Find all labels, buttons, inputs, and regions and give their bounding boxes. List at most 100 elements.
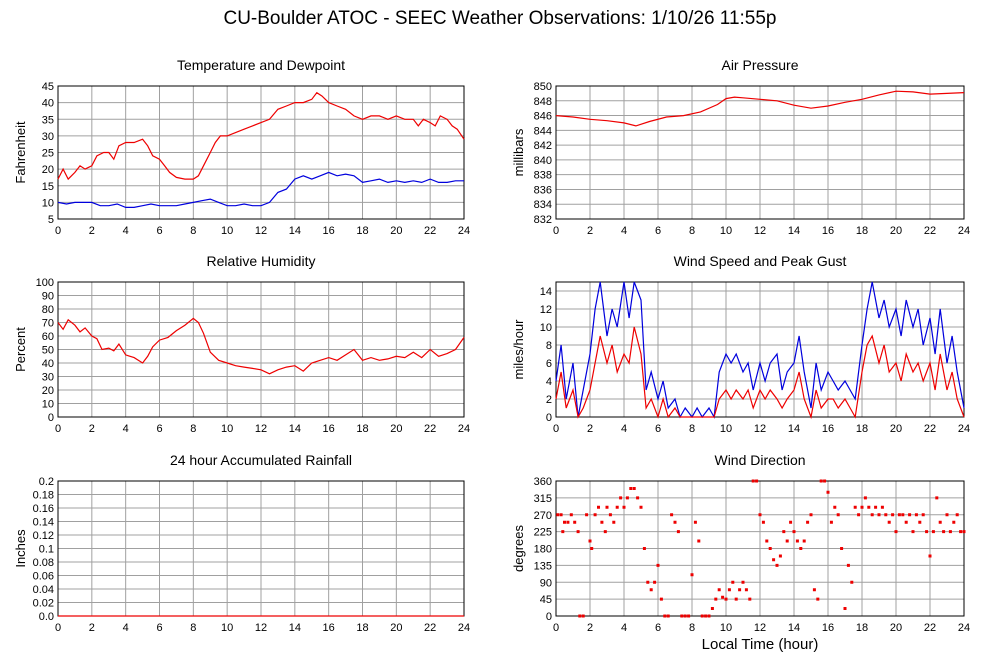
x-tick-label: 24 bbox=[458, 423, 470, 435]
data-point bbox=[778, 554, 782, 558]
x-tick-label: 2 bbox=[587, 225, 593, 237]
y-tick-label: 6 bbox=[546, 358, 552, 370]
data-point bbox=[566, 520, 570, 524]
data-point bbox=[952, 520, 956, 524]
data-point bbox=[573, 520, 577, 524]
data-point bbox=[666, 614, 670, 618]
y-tick-label: 70 bbox=[42, 318, 54, 330]
y-axis-label: Fahrenheit bbox=[13, 121, 28, 184]
y-tick-label: 45 bbox=[42, 81, 54, 93]
data-point bbox=[819, 479, 823, 483]
data-point bbox=[642, 547, 646, 550]
x-tick-label: 20 bbox=[890, 225, 902, 237]
series-line-blue bbox=[555, 281, 965, 419]
x-tick-label: 20 bbox=[890, 622, 902, 634]
x-tick-label: 14 bbox=[289, 225, 301, 237]
x-tick-label: 4 bbox=[123, 622, 129, 634]
y-tick-label: 0 bbox=[546, 412, 552, 424]
data-point bbox=[559, 513, 563, 517]
data-point bbox=[955, 513, 959, 517]
x-axis-label: Local Time (hour) bbox=[701, 636, 819, 653]
data-point bbox=[959, 530, 963, 534]
data-point bbox=[646, 580, 650, 584]
data-point bbox=[690, 573, 694, 577]
plot-frame bbox=[555, 281, 965, 418]
data-point bbox=[867, 505, 871, 509]
data-point bbox=[850, 580, 854, 584]
y-tick-label: 840 bbox=[534, 155, 552, 167]
data-point bbox=[863, 496, 867, 500]
data-point bbox=[714, 597, 718, 601]
data-point bbox=[748, 597, 752, 601]
data-point bbox=[880, 505, 884, 509]
y-tick-label: 225 bbox=[534, 527, 552, 539]
x-tick-label: 24 bbox=[458, 225, 470, 237]
y-tick-label: 844 bbox=[534, 125, 552, 137]
y-tick-label: 20 bbox=[42, 385, 54, 397]
y-tick-label: 80 bbox=[42, 304, 54, 316]
data-point bbox=[809, 513, 813, 517]
data-point bbox=[925, 530, 929, 534]
y-tick-label: 846 bbox=[534, 111, 552, 123]
x-tick-label: 10 bbox=[720, 622, 732, 634]
x-tick-label: 16 bbox=[323, 622, 335, 634]
chart-title: Air Pressure bbox=[721, 57, 798, 73]
y-tick-label: 45 bbox=[540, 594, 552, 606]
x-tick-label: 6 bbox=[655, 622, 661, 634]
y-tick-label: 0.14 bbox=[33, 517, 54, 529]
data-point bbox=[700, 614, 704, 618]
data-point bbox=[918, 520, 922, 524]
data-point bbox=[605, 505, 609, 509]
y-tick-label: 40 bbox=[42, 98, 54, 110]
data-point bbox=[653, 580, 657, 584]
x-tick-label: 22 bbox=[424, 622, 436, 634]
y-tick-label: 50 bbox=[42, 345, 54, 357]
data-point bbox=[962, 530, 966, 534]
data-point bbox=[942, 530, 946, 534]
y-tick-label: 60 bbox=[42, 331, 54, 343]
y-tick-label: 0.08 bbox=[33, 557, 54, 569]
data-point bbox=[826, 490, 830, 494]
data-point bbox=[581, 614, 585, 618]
chart-title: Wind Direction bbox=[714, 452, 805, 468]
data-point bbox=[782, 530, 786, 534]
data-point bbox=[615, 505, 619, 509]
data-point bbox=[768, 547, 772, 550]
y-axis-label: millibars bbox=[511, 128, 526, 176]
data-point bbox=[874, 505, 878, 509]
data-point bbox=[629, 487, 633, 490]
data-point bbox=[659, 597, 663, 601]
x-tick-label: 8 bbox=[689, 225, 695, 237]
data-point bbox=[853, 505, 857, 509]
y-tick-label: 100 bbox=[36, 277, 54, 289]
data-point bbox=[687, 614, 691, 618]
data-point bbox=[755, 479, 759, 483]
data-point bbox=[680, 614, 684, 618]
series-line-red bbox=[555, 326, 965, 420]
x-tick-label: 20 bbox=[390, 225, 402, 237]
data-point bbox=[914, 513, 918, 517]
data-point bbox=[897, 513, 901, 517]
data-point bbox=[823, 479, 827, 483]
data-point bbox=[931, 530, 935, 534]
data-point bbox=[597, 505, 600, 509]
y-tick-label: 0.18 bbox=[33, 490, 54, 502]
data-point bbox=[744, 588, 748, 592]
plot-frame bbox=[555, 480, 965, 617]
y-tick-label: 315 bbox=[534, 493, 552, 505]
data-point bbox=[731, 580, 735, 584]
data-point bbox=[663, 614, 667, 618]
x-tick-label: 14 bbox=[788, 225, 800, 237]
y-tick-label: 40 bbox=[42, 358, 54, 370]
data-point bbox=[600, 520, 604, 524]
y-tick-label: 0.0 bbox=[39, 611, 54, 623]
page-title: CU-Boulder ATOC - SEEC Weather Observati… bbox=[223, 8, 777, 29]
data-point bbox=[904, 520, 908, 524]
y-axis-label: Percent bbox=[13, 327, 28, 372]
data-point bbox=[717, 588, 721, 592]
